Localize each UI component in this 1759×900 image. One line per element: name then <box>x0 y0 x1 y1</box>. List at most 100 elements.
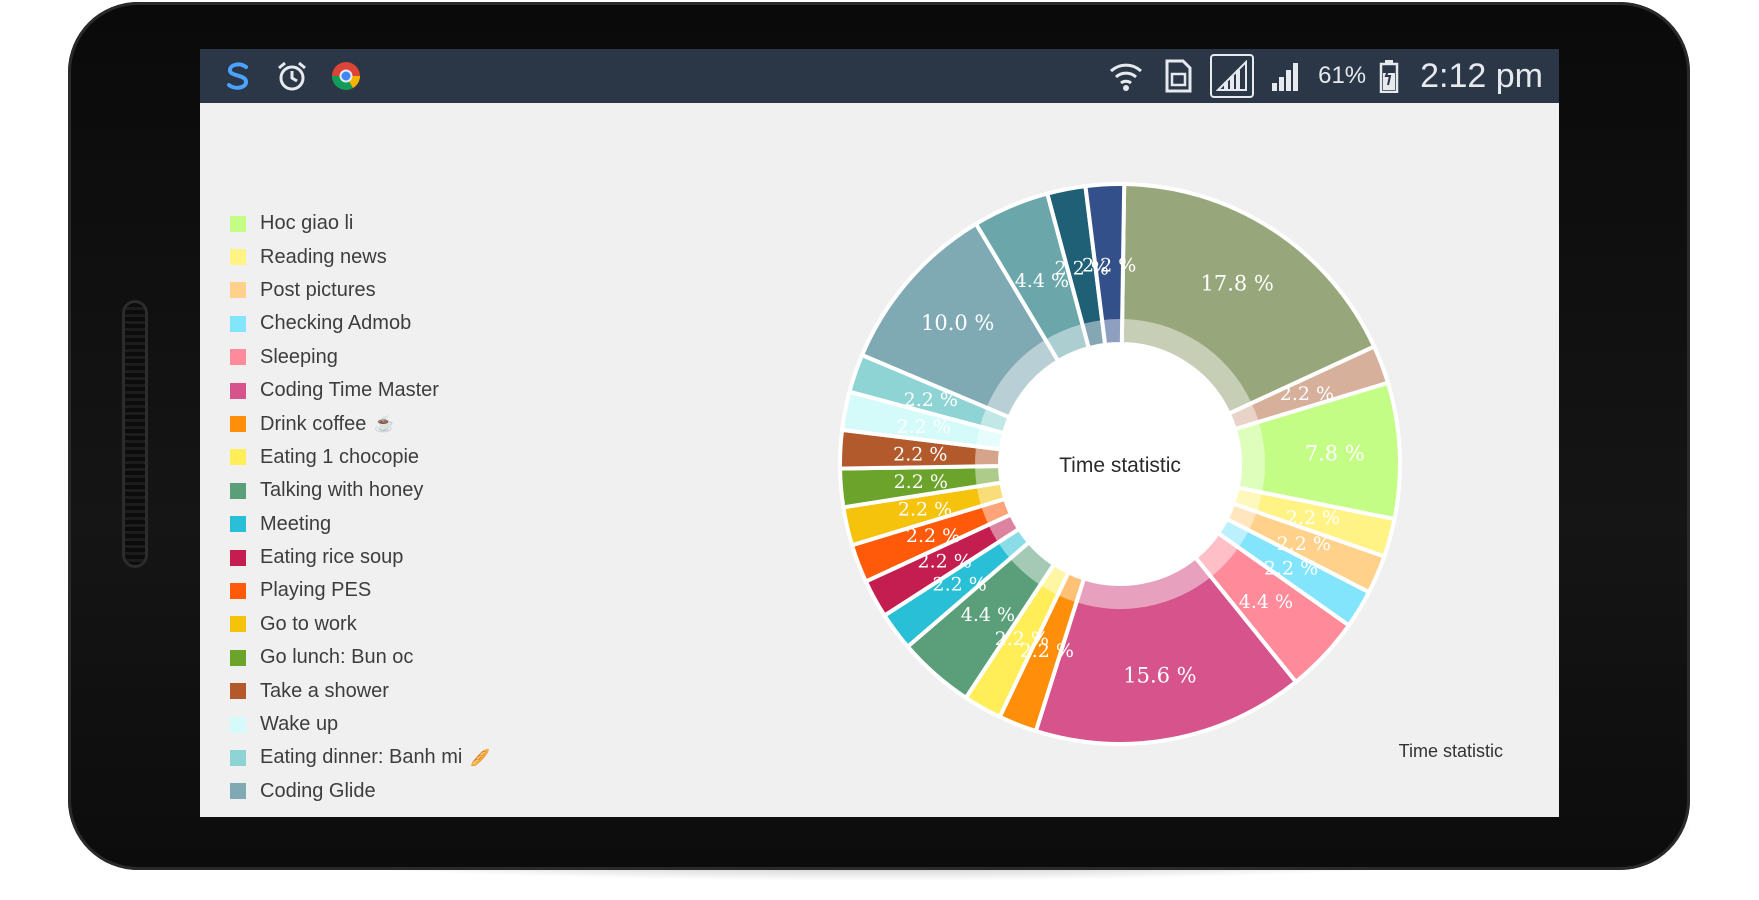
legend-swatch <box>230 349 246 366</box>
legend-label: Go lunch: Bun oc <box>260 646 414 669</box>
legend-label: Sleeping <box>260 345 338 368</box>
alarm-clock-icon <box>272 56 312 96</box>
sim-card-icon <box>1158 56 1198 96</box>
signal-icon <box>1266 56 1306 96</box>
legend-swatch <box>230 482 246 499</box>
pie-slice-inner-band <box>1010 542 1054 586</box>
legend-item: Sleeping <box>230 341 750 374</box>
pie-slice-inner-band <box>975 465 1002 487</box>
slice-label: 2.2 % <box>1286 507 1340 529</box>
legend-label: Checking Admob <box>260 312 412 335</box>
slice-label: 2.2 % <box>898 499 952 521</box>
pie-slice-inner-band <box>1195 533 1239 577</box>
legend-item: Go lunch: Bun oc <box>230 641 750 674</box>
legend-item: Reading news <box>230 240 750 273</box>
legend-label: Post pictures <box>260 278 376 301</box>
legend-item: Drink coffee ☕ <box>230 407 750 440</box>
legend-emoji: 🥖 <box>470 749 491 767</box>
pie-chart[interactable]: 17.8 % 2.2 % 7.8 % 2.2 % 2.2 % 2.2 % 4.4 % 15.6… <box>800 144 1440 784</box>
legend-label: Go to work <box>260 612 357 635</box>
pie-slice-inner-band <box>1057 572 1084 603</box>
s-app-icon <box>218 56 258 96</box>
battery-percent: 61% <box>1318 62 1367 89</box>
legend-label: Eating rice soup <box>260 546 404 569</box>
legend-swatch <box>230 783 246 800</box>
legend-item: Hoc giao li <box>230 207 750 240</box>
legend-label: Coding Glide <box>260 779 376 802</box>
slice-label: 4.4 % <box>961 604 1015 626</box>
slice-label: 2.2 % <box>1264 558 1318 580</box>
legend-swatch <box>230 416 246 433</box>
chart-center-label: Time statistic <box>1059 454 1181 477</box>
legend-item: Talking with honey <box>230 474 750 507</box>
slice-label: 2.2 % <box>893 443 947 465</box>
pie-slice-inner-band <box>1040 564 1069 595</box>
legend-label: Meeting <box>260 512 332 535</box>
slice-label: 2.2 % <box>904 389 958 411</box>
slice-label: 4.4 % <box>1239 591 1293 613</box>
slice-label: 2.2 % <box>1082 254 1136 276</box>
donut-hole <box>1000 344 1240 584</box>
slice-label: 4.4 % <box>1015 270 1069 292</box>
battery-icon <box>1378 56 1400 96</box>
legend-label: Take a shower <box>260 679 389 702</box>
slice-label: 2.2 % <box>918 550 972 572</box>
slice-label: 2.2 % <box>1020 640 1074 662</box>
legend-item: Go to work <box>230 608 750 641</box>
legend-item: Eating dinner: Banh mi 🥖 <box>230 741 750 774</box>
slice-label: 2.2 % <box>1277 533 1331 555</box>
pie-slice-inner-band <box>1234 421 1265 493</box>
status-bar-notifications <box>218 56 366 96</box>
legend-swatch <box>230 582 246 599</box>
legend-item: Meeting <box>230 508 750 541</box>
legend-label: Drink coffee <box>260 412 367 435</box>
pie-slice-inner-band <box>1226 503 1257 531</box>
chart-description: Time statistic <box>1398 741 1503 761</box>
pie-slice-inner-band <box>975 446 1001 467</box>
legend-item: Eating 1 chocopie <box>230 441 750 474</box>
pie-chart-svg[interactable]: 17.8 %2.2 %7.8 %2.2 %2.2 %2.2 %4.4 %15.6… <box>800 144 1440 784</box>
legend-emoji: ☕ <box>374 416 395 434</box>
legend-item: Post pictures <box>230 274 750 307</box>
pie-slice-inner-band <box>1076 557 1212 609</box>
chart-legend: Hoc giao li Reading news Post pictures Chec… <box>230 207 750 807</box>
signal-icon <box>1210 54 1255 98</box>
slice-label: 7.8 % <box>1305 442 1365 466</box>
phone-speaker-grille <box>122 300 148 568</box>
legend-swatch <box>230 315 246 332</box>
slice-label: 2.2 % <box>1280 383 1334 405</box>
status-bar: 61% 2:12 pm <box>200 49 1559 103</box>
legend-swatch <box>230 382 246 399</box>
slice-label: 10.0 % <box>921 311 994 335</box>
slice-label: 2.2 % <box>995 628 1049 650</box>
legend-swatch <box>230 616 246 633</box>
wifi-icon <box>1106 56 1146 96</box>
pie-slice-inner-band <box>979 407 1010 434</box>
legend-label: Eating dinner: Banh mi <box>260 746 463 769</box>
pie-slice-inner-band <box>1045 323 1089 362</box>
legend-swatch <box>230 683 246 700</box>
legend-label: Wake up <box>260 713 339 736</box>
legend-label: Talking with honey <box>260 479 424 502</box>
legend-swatch <box>230 249 246 266</box>
app-screen: 61% 2:12 pm Hoc giao li Reading news Post … <box>200 49 1559 817</box>
legend-swatch <box>230 215 246 232</box>
legend-item: Eating rice soup <box>230 541 750 574</box>
chrome-icon <box>326 56 366 96</box>
legend-swatch <box>230 549 246 566</box>
pie-slice-inner-band <box>1102 319 1123 345</box>
legend-label: Coding Time Master <box>260 379 439 402</box>
clock: 2:12 pm <box>1420 56 1543 95</box>
legend-swatch <box>230 516 246 533</box>
legend-item: Checking Admob <box>230 307 750 340</box>
legend-label: Reading news <box>260 245 387 268</box>
legend-swatch <box>230 649 246 666</box>
pie-slice-inner-band <box>1082 320 1106 349</box>
slice-label: 2.2 % <box>894 471 948 493</box>
legend-label: Playing PES <box>260 579 372 602</box>
slice-label: 17.8 % <box>1200 272 1273 296</box>
slice-label: 2.2 % <box>906 525 960 547</box>
legend-swatch <box>230 449 246 466</box>
legend-swatch <box>230 749 246 766</box>
legend-swatch <box>230 716 246 733</box>
